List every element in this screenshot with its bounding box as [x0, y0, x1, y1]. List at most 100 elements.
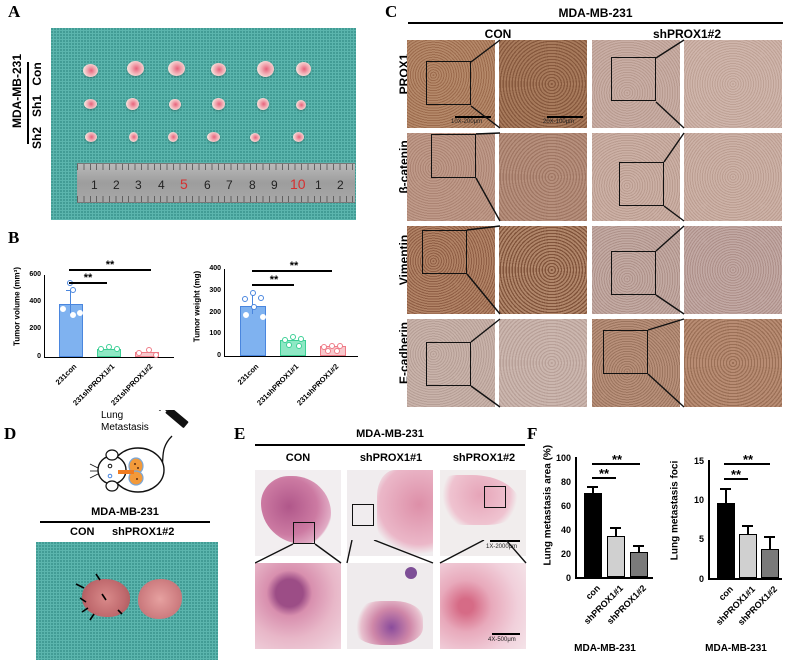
data-point — [70, 287, 76, 293]
zoom-region-box — [431, 134, 476, 178]
y-axis — [575, 457, 577, 577]
significance-label: ** — [598, 466, 610, 481]
panel-e-group-shprox1-1: shPROX1#1 — [359, 452, 423, 464]
y-tick: 0 — [698, 574, 704, 584]
y-tick: 600 — [29, 271, 41, 278]
mouse-injection-diagram — [89, 410, 189, 493]
zoom-region-box — [611, 251, 656, 295]
y-axis-title: Tumor weight (mg) — [192, 270, 202, 343]
ruler-number: 2 — [113, 178, 120, 192]
chart-lung-metastasis-foci: Lung metastasis foci 15 10 5 0 ** ** con… — [662, 440, 789, 664]
ihc-image-e-cadherin-con-high — [499, 319, 587, 407]
tumor — [296, 100, 306, 110]
ihc-image-prox1-sh2-low — [592, 40, 680, 128]
panel-letter-b: B — [8, 228, 20, 247]
zoom-region-box — [426, 342, 471, 386]
y-axis — [44, 275, 46, 358]
chart-tumor-weight: Tumor weight (mg) 400 300 200 100 0 ** *… — [180, 260, 360, 407]
tumor — [257, 61, 274, 77]
x-tick: 231con — [235, 362, 261, 387]
bar-shprox1-2 — [630, 552, 648, 577]
bar-shprox1-2 — [761, 549, 779, 578]
diagram-label-metastasis: Metastasis — [101, 422, 149, 433]
scale-label: 4X-500μm — [488, 637, 516, 643]
x-axis — [44, 357, 174, 359]
tumor — [83, 64, 98, 77]
tumor — [168, 132, 178, 142]
ihc-image-prox1-con-high: 20X-100μm — [499, 40, 587, 128]
y-tick: 10 — [693, 495, 704, 505]
significance-label: ** — [289, 260, 299, 272]
group-label-shprox1-2: shPROX1#2 — [652, 27, 722, 41]
scale-label: 10X-200μm — [451, 119, 483, 125]
y-tick: 15 — [693, 456, 704, 466]
panel-d-cell-line: MDA-MB-231 — [91, 506, 159, 518]
y-tick: 0 — [217, 352, 221, 359]
data-point — [77, 310, 83, 316]
x-axis — [708, 578, 782, 580]
ihc-image-e-cadherin-sh2-high — [684, 319, 782, 407]
zoom-region-box — [293, 522, 315, 544]
ihc-image-beta-catenin-con-low — [407, 133, 495, 221]
ihc-image-vimentin-con-low — [407, 226, 495, 314]
ihc-image-vimentin-sh2-high — [684, 226, 782, 314]
zoom-region-box — [352, 504, 374, 526]
y-tick: 300 — [209, 287, 221, 294]
zoom-region-box — [611, 57, 656, 101]
lung-shprox1-2 — [138, 579, 182, 619]
y-axis — [224, 269, 226, 357]
ihc-image-vimentin-sh2-low — [592, 226, 680, 314]
ruler-number: 2 — [337, 178, 344, 192]
y-axis-title: Lung metastasis foci — [669, 460, 681, 561]
tumor — [257, 98, 269, 110]
panel-e-cell-line: MDA-MB-231 — [356, 428, 424, 440]
ihc-image-beta-catenin-con-high — [499, 133, 587, 221]
significance-label: ** — [105, 259, 115, 271]
panel-letter-e: E — [234, 424, 246, 443]
y-tick: 100 — [555, 453, 571, 463]
panel-letter-a: A — [8, 2, 21, 21]
he-image-shprox1-1-low — [347, 470, 433, 556]
ruler-number: 5 — [180, 176, 188, 192]
he-image-shprox1-2-high: 4X-500μm — [440, 563, 526, 649]
he-image-con-low — [255, 470, 341, 556]
panel-c-cell-line: MDA-MB-231 — [558, 6, 633, 20]
tumor — [85, 132, 97, 142]
he-zoom-connector-lines — [255, 540, 527, 564]
y-tick: 60 — [560, 501, 571, 511]
y-tick: 200 — [209, 309, 221, 316]
ihc-image-prox1-sh2-high — [684, 40, 782, 128]
ruler-number: 3 — [135, 178, 142, 192]
ruler: 1 2 3 4 5 6 7 8 9 10 1 2 — [77, 163, 355, 203]
x-axis-title: MDA-MB-231 — [574, 643, 636, 654]
y-tick: 80 — [560, 477, 571, 487]
tumor — [207, 132, 220, 142]
y-tick: 100 — [209, 330, 221, 337]
tumor — [129, 132, 138, 142]
group-label-con: CON — [484, 27, 512, 41]
panel-a-cell-line: MDA-MB-231 — [10, 54, 24, 129]
x-axis-title: MDA-MB-231 — [705, 643, 767, 654]
significance-label: ** — [742, 452, 754, 467]
y-tick: 40 — [560, 525, 571, 535]
zoom-region-box — [619, 162, 664, 206]
y-tick: 0 — [565, 573, 571, 583]
scale-label: 20X-100μm — [543, 119, 575, 125]
ihc-image-e-cadherin-sh2-low — [592, 319, 680, 407]
ruler-number: 8 — [249, 178, 256, 192]
ruler-number: 7 — [226, 178, 233, 192]
significance-label: ** — [83, 272, 93, 284]
panel-a-group-rule — [27, 62, 29, 144]
lung-photo — [36, 542, 218, 660]
diagram-label-lung: Lung — [101, 410, 124, 421]
y-tick: 400 — [209, 265, 221, 272]
x-axis — [575, 577, 653, 579]
ruler-number: 4 — [158, 178, 165, 192]
tumor — [169, 99, 181, 110]
y-tick: 20 — [560, 549, 571, 559]
bar-con — [584, 493, 602, 577]
tumor — [211, 63, 226, 76]
ruler-number: 1 — [315, 178, 322, 192]
metastasis-arrows — [75, 573, 123, 621]
zoom-region-box — [603, 330, 648, 374]
